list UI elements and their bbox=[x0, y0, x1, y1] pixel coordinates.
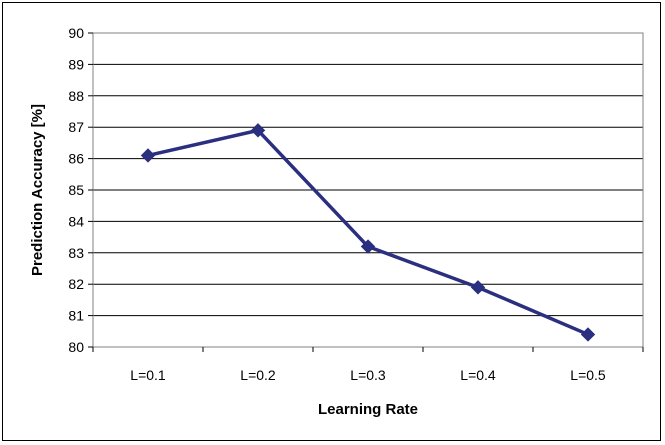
y-tick-label: 83 bbox=[68, 245, 84, 261]
x-tick-label: L=0.3 bbox=[350, 367, 386, 383]
y-tick-label: 82 bbox=[68, 276, 84, 292]
x-tick-label: L=0.2 bbox=[240, 367, 276, 383]
y-axis-ticks: 80 81 82 83 84 85 86 87 88 89 90 bbox=[68, 25, 93, 355]
y-tick-label: 90 bbox=[68, 25, 84, 41]
x-tick-label: L=0.1 bbox=[130, 367, 166, 383]
series-line bbox=[147, 128, 589, 337]
data-point-marker bbox=[140, 148, 156, 163]
y-tick-label: 84 bbox=[68, 213, 84, 229]
data-point-marker bbox=[360, 239, 376, 254]
y-tick-label: 81 bbox=[68, 308, 84, 324]
series-group bbox=[140, 123, 596, 342]
x-tick-label: L=0.5 bbox=[570, 367, 606, 383]
y-axis-label: Prediction Accuracy [%] bbox=[29, 104, 46, 276]
y-tick-label: 87 bbox=[68, 119, 84, 135]
y-tick-label: 80 bbox=[68, 339, 84, 355]
y-tick-label: 88 bbox=[68, 88, 84, 104]
x-axis-label: Learning Rate bbox=[318, 401, 418, 418]
gridlines bbox=[93, 32, 643, 317]
x-axis-ticks: L=0.1 L=0.2 L=0.3 L=0.4 L=0.5 bbox=[92, 347, 644, 383]
x-tick-label: L=0.4 bbox=[460, 367, 496, 383]
data-point-marker bbox=[580, 327, 596, 342]
y-tick-label: 89 bbox=[68, 56, 84, 72]
y-tick-label: 85 bbox=[68, 182, 84, 198]
data-point-marker bbox=[250, 123, 266, 138]
y-tick-label: 86 bbox=[68, 151, 84, 167]
data-point-marker bbox=[470, 280, 486, 295]
